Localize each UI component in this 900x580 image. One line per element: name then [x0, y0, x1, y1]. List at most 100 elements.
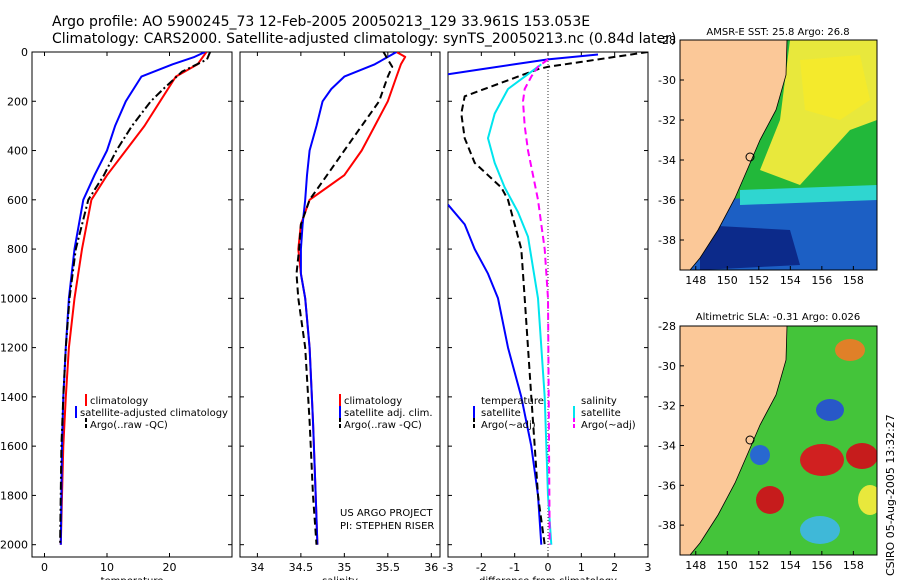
- series-line: [59, 52, 212, 545]
- panel-3: -3 -2 -1 0 1 2 3 difference from climatology: [443, 51, 652, 580]
- x-axis-label: temperature: [101, 576, 164, 580]
- map-sst-warm-core: [800, 55, 870, 120]
- series-clip-group: [448, 52, 648, 545]
- legend-salinity: climatology satellite adj. clim. Argo(..…: [339, 394, 433, 431]
- legend-label-temp-satellite: satellite: [481, 408, 521, 419]
- map-sst-argo-marker: [745, 152, 755, 162]
- x-tick-label: 36: [424, 561, 438, 574]
- y-tick-label: 1600: [0, 440, 28, 453]
- y-tick-label: 0: [21, 46, 28, 59]
- x-tick-label: 0: [545, 561, 552, 574]
- map-y-tick-label: -32: [658, 400, 676, 413]
- map-y-tick-label: -28: [658, 34, 676, 47]
- map-y-tick-label: -30: [658, 360, 676, 373]
- legend-temperature: climatology satellite-adjusted climatolo…: [75, 394, 228, 431]
- x-tick-label: -3: [443, 561, 454, 574]
- legend-label-satellite: satellite adj. clim.: [344, 408, 433, 419]
- panel-1: 0 200 400 600 800 1000 1200 1400 1600 1800 2000 0 10…: [0, 46, 233, 580]
- map-sla-title: Altimetric SLA: -0.31 Argo: 0.026: [696, 312, 861, 323]
- x-tick-label: 10: [100, 561, 114, 574]
- map-y-tick-label: -30: [658, 74, 676, 87]
- x-axis-label: salinity: [322, 576, 358, 580]
- legend-label-satellite: satellite-adjusted climatology: [80, 408, 228, 419]
- map-sst: [680, 40, 877, 270]
- series-line: [59, 52, 208, 545]
- annotation-pi: PI: STEPHEN RISER: [340, 521, 434, 532]
- x-tick-label: 2: [611, 561, 618, 574]
- map-sla-high-2: [846, 443, 877, 469]
- map-sla-axes: 148 150 152 154 156 158 -28 -30 -32 -34 -36 -38: [658, 320, 864, 572]
- map-x-tick-label: 148: [685, 274, 706, 287]
- x-tick-label: 1: [578, 561, 585, 574]
- x-tick-label: 34.5: [289, 561, 314, 574]
- series-line: [295, 52, 394, 545]
- map-y-tick-label: -36: [658, 194, 676, 207]
- map-sla-high-1: [800, 444, 844, 476]
- panel-2: 34 34.5 35 35.5 36 salinity: [239, 51, 441, 580]
- legend-header-salinity: salinity: [581, 396, 617, 407]
- map-sst-land: [680, 40, 788, 270]
- map-sla-high-3: [756, 486, 784, 514]
- map-x-tick-label: 152: [748, 559, 769, 572]
- map-sla-argo-marker: [745, 435, 755, 445]
- map-sst-cool-deep: [700, 225, 800, 270]
- series-line: [59, 52, 206, 545]
- map-x-tick-label: 148: [685, 559, 706, 572]
- x-tick-label: 3: [645, 561, 652, 574]
- y-tick-label: 1200: [0, 342, 28, 355]
- figure-subtitle: Climatology: CARS2000. Satellite-adjuste…: [52, 31, 677, 47]
- x-tick-label: 20: [163, 561, 177, 574]
- y-tick-label: 1000: [0, 292, 28, 305]
- plot-frame: [239, 51, 441, 558]
- map-sla-low-1: [816, 399, 844, 421]
- map-y-tick-label: -34: [658, 439, 676, 452]
- legend-label-temp-argo: Argo(~adj): [481, 420, 536, 431]
- y-tick-label: 1800: [0, 489, 28, 502]
- plot-frame: [31, 51, 233, 558]
- map-sla-frame: [679, 325, 878, 556]
- x-tick-label: 34: [250, 561, 264, 574]
- series-line: [487, 63, 553, 545]
- map-x-tick-label: 150: [717, 559, 738, 572]
- map-sla-low-2: [800, 516, 840, 544]
- y-tick-label: 800: [7, 243, 28, 256]
- map-sst-title: AMSR-E SST: 25.8 Argo: 26.8: [706, 27, 849, 38]
- y-tick-label: 2000: [0, 539, 28, 552]
- figure-title: Argo profile: AO 5900245_73 12-Feb-2005 …: [52, 14, 591, 30]
- map-x-tick-label: 158: [843, 559, 864, 572]
- map-sla-high-4: [835, 339, 865, 361]
- series-line: [448, 204, 543, 545]
- series-clip-group: [59, 52, 212, 545]
- x-axis-label: difference from climatology: [479, 576, 617, 580]
- series-line: [522, 58, 551, 545]
- map-sla-yellow: [858, 485, 877, 515]
- legend-label-climatology: climatology: [344, 396, 402, 407]
- x-tick-label: -1: [509, 561, 520, 574]
- map-y-tick-label: -38: [658, 519, 676, 532]
- legend-difference: temperature satellite Argo(~adj) salinit…: [473, 396, 636, 431]
- map-x-tick-label: 156: [811, 274, 832, 287]
- x-tick-label: 0: [41, 561, 48, 574]
- map-x-tick-label: 154: [780, 274, 801, 287]
- map-sst-axes: 148 150 152 154 156 158 -28 -30 -32 -34 -36 -38: [658, 34, 864, 287]
- x-tick-label: 35: [337, 561, 351, 574]
- map-y-tick-label: -38: [658, 234, 676, 247]
- y-tick-label: 200: [7, 95, 28, 108]
- legend-label-argo: Argo(..raw -QC): [344, 420, 422, 431]
- map-y-tick-label: -34: [658, 154, 676, 167]
- map-y-tick-label: -32: [658, 114, 676, 127]
- map-sla-land: [680, 326, 788, 555]
- map-x-tick-label: 154: [780, 559, 801, 572]
- map-sla: [680, 326, 877, 555]
- x-tick-label: 35.5: [376, 561, 401, 574]
- legend-label-sal-argo: Argo(~adj): [581, 420, 636, 431]
- y-tick-label: 1400: [0, 391, 28, 404]
- legend-label-argo: Argo(..raw -QC): [90, 420, 168, 431]
- map-sst-frame: [679, 39, 878, 271]
- y-tick-label: 600: [7, 194, 28, 207]
- legend-label-sal-satellite: satellite: [581, 408, 621, 419]
- x-tick-label: -2: [476, 561, 487, 574]
- series-line: [460, 52, 648, 545]
- series-clip-group: [295, 52, 407, 545]
